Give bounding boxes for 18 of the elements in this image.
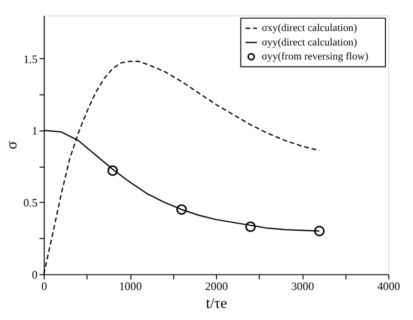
legend-label: σyy(direct calculation) — [262, 37, 358, 48]
x-tick-label: 0 — [41, 280, 48, 293]
legend-label: σyy(from reversing flow) — [262, 52, 369, 63]
x-tick-label: 3000 — [291, 280, 314, 293]
y-tick-label: 1 — [32, 126, 38, 138]
y-tick-label: 1.5 — [23, 54, 38, 66]
point — [176, 204, 187, 215]
point — [314, 226, 325, 236]
x-tick-label: 1000 — [118, 280, 142, 293]
x-axis-title: t/τe — [206, 294, 228, 312]
legend-label: σxy(direct calculation) — [262, 23, 358, 34]
point — [107, 165, 118, 176]
x-tick-label: 2000 — [205, 280, 228, 293]
y-axis-title: σ — [4, 141, 21, 150]
x-tick-label: 4000 — [377, 280, 400, 293]
y-tick-label: 0.5 — [23, 198, 38, 210]
y-tick-label: 0 — [32, 269, 38, 282]
point — [245, 221, 256, 232]
